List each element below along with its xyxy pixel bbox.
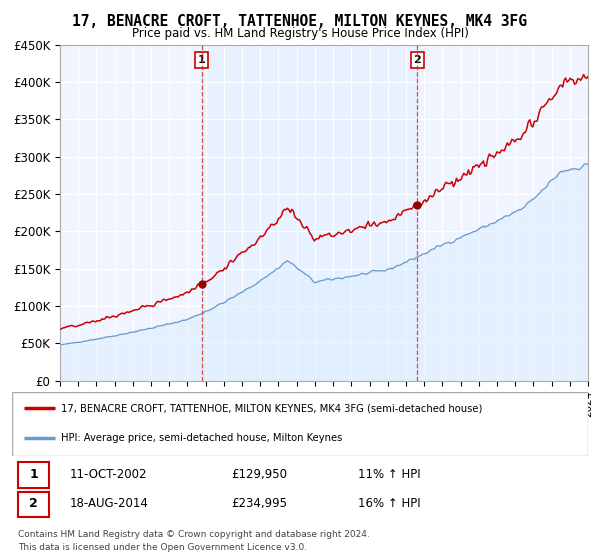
FancyBboxPatch shape xyxy=(12,392,588,456)
Text: 1: 1 xyxy=(198,55,206,65)
Text: 17, BENACRE CROFT, TATTENHOE, MILTON KEYNES, MK4 3FG: 17, BENACRE CROFT, TATTENHOE, MILTON KEY… xyxy=(73,14,527,29)
Text: 1: 1 xyxy=(29,468,38,480)
FancyBboxPatch shape xyxy=(18,492,49,517)
Text: 2: 2 xyxy=(29,497,38,510)
Text: 11-OCT-2002: 11-OCT-2002 xyxy=(70,468,147,480)
Text: £129,950: £129,950 xyxy=(231,468,287,480)
Text: £234,995: £234,995 xyxy=(231,497,287,510)
Text: 17, BENACRE CROFT, TATTENHOE, MILTON KEYNES, MK4 3FG (semi-detached house): 17, BENACRE CROFT, TATTENHOE, MILTON KEY… xyxy=(61,403,482,413)
Text: HPI: Average price, semi-detached house, Milton Keynes: HPI: Average price, semi-detached house,… xyxy=(61,433,343,444)
Text: 2: 2 xyxy=(413,55,421,65)
Text: 16% ↑ HPI: 16% ↑ HPI xyxy=(358,497,420,510)
FancyBboxPatch shape xyxy=(18,463,49,488)
Text: 11% ↑ HPI: 11% ↑ HPI xyxy=(358,468,420,480)
Text: 18-AUG-2014: 18-AUG-2014 xyxy=(70,497,148,510)
Text: Contains HM Land Registry data © Crown copyright and database right 2024.: Contains HM Land Registry data © Crown c… xyxy=(18,530,370,539)
Text: Price paid vs. HM Land Registry's House Price Index (HPI): Price paid vs. HM Land Registry's House … xyxy=(131,27,469,40)
Text: This data is licensed under the Open Government Licence v3.0.: This data is licensed under the Open Gov… xyxy=(18,543,307,552)
Bar xyxy=(202,45,418,381)
